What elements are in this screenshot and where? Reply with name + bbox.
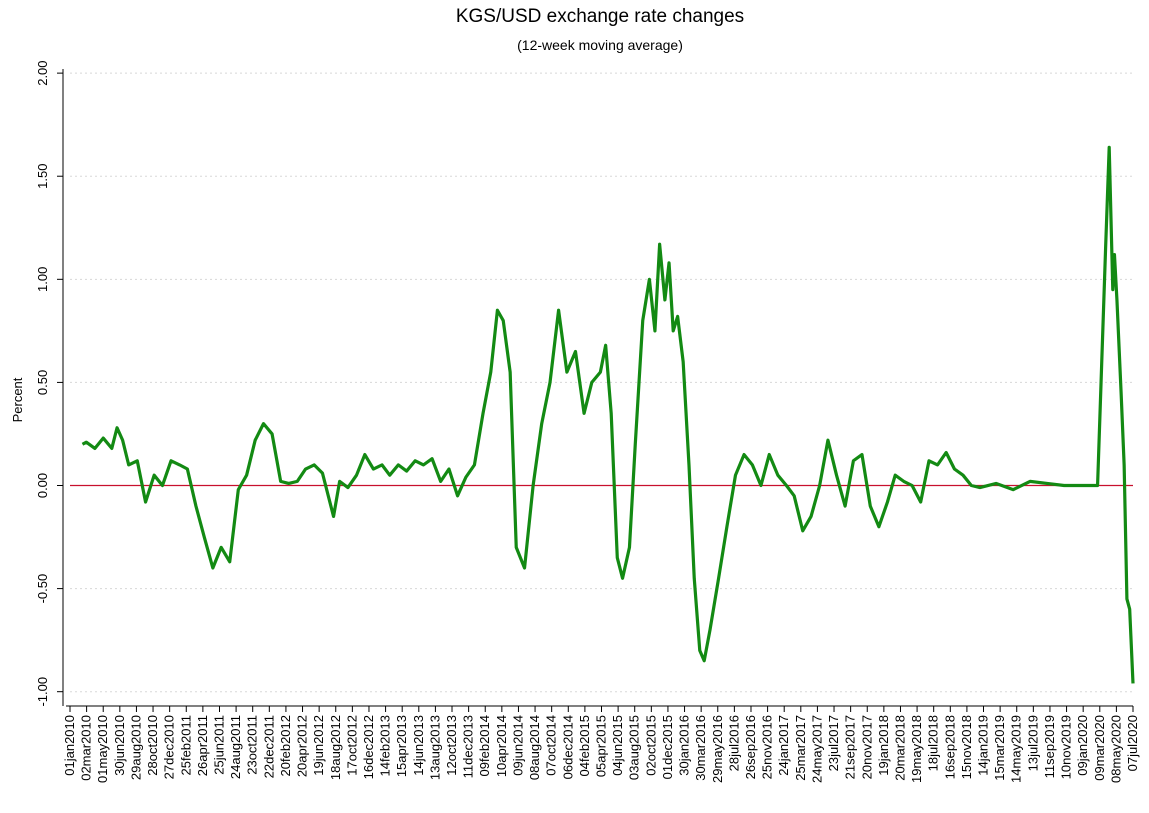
y-tick-label: 1.50 (35, 164, 50, 189)
x-tick-label: 14jan2019 (976, 715, 991, 776)
x-tick-label: 19jun2012 (311, 715, 326, 776)
y-tick-label: 1.00 (35, 267, 50, 292)
x-tick-label: 24jan2017 (776, 715, 791, 776)
x-tick-label: 29aug2010 (128, 715, 143, 780)
x-tick-label: 01may2010 (95, 715, 110, 783)
x-tick-label: 26apr2011 (195, 715, 210, 776)
y-tick-label: -1.00 (35, 677, 50, 707)
x-tick-label: 29may2016 (710, 715, 725, 783)
x-tick-label: 08aug2014 (527, 715, 542, 780)
x-tick-label: 19jan2018 (876, 715, 891, 776)
x-tick-label: 02oct2015 (643, 715, 658, 776)
x-tick-label: 05apr2015 (594, 715, 609, 777)
x-tick-label: 14feb2013 (378, 715, 393, 776)
x-tick-label: 22dec2011 (261, 715, 276, 778)
x-tick-label: 14jun2013 (411, 715, 426, 776)
x-tick-label: 30jan2016 (677, 715, 692, 776)
x-tick-label: 23jul2017 (826, 715, 841, 771)
x-tick-label: 13jul2019 (1025, 715, 1040, 771)
x-tick-label: 25feb2011 (178, 715, 193, 776)
x-tick-label: 03aug2015 (627, 715, 642, 780)
x-tick-label: 18jul2018 (926, 715, 941, 771)
x-tick-label: 15apr2013 (394, 715, 409, 777)
x-tick-label: 16dec2012 (361, 715, 376, 779)
x-tick-label: 28jul2016 (726, 715, 741, 771)
x-tick-label: 27dec2010 (162, 715, 177, 779)
x-tick-label: 10nov2019 (1059, 715, 1074, 779)
x-tick-label: 11dec2013 (461, 715, 476, 778)
x-tick-label: 09mar2020 (1092, 715, 1107, 781)
data-line (81, 145, 1135, 684)
x-tick-label: 16sep2018 (942, 715, 957, 779)
x-tick-label: 09feb2014 (477, 715, 492, 776)
x-tick-label: 25mar2017 (793, 715, 808, 781)
x-tick-label: 24aug2011 (228, 715, 243, 779)
x-tick-label: 10apr2014 (494, 715, 509, 777)
x-tick-label: 20nov2017 (859, 715, 874, 779)
y-tick-label: 0.00 (35, 473, 50, 498)
x-tick-label: 19may2018 (909, 715, 924, 783)
chart-title: KGS/USD exchange rate changes (456, 6, 744, 27)
x-tick-label: 25jun2011 (211, 715, 226, 775)
x-tick-label: 04jun2015 (610, 715, 625, 776)
x-tick-label: 06dec2014 (560, 715, 575, 779)
chart-subtitle: (12-week moving average) (517, 37, 683, 53)
x-tick-label: 07jul2020 (1125, 715, 1140, 771)
x-tick-label: 12oct2013 (444, 715, 459, 776)
x-tick-label: 14may2019 (1009, 715, 1024, 783)
x-tick-label: 07oct2014 (544, 715, 559, 776)
x-tick-label: 24may2017 (809, 715, 824, 783)
x-tick-label: 18aug2012 (328, 715, 343, 780)
x-tick-label: 20mar2018 (892, 715, 907, 781)
x-tick-label: 20feb2012 (278, 715, 293, 776)
x-tick-label: 23oct2011 (245, 715, 260, 775)
x-tick-label: 13aug2013 (427, 715, 442, 780)
x-tick-label: 28oct2010 (145, 715, 160, 776)
x-tick-label: 25nov2016 (760, 715, 775, 779)
x-tick-label: 04feb2015 (577, 715, 592, 776)
x-tick-label: 15nov2018 (959, 715, 974, 779)
x-tick-label: 08may2020 (1108, 715, 1123, 783)
y-axis-label: Percent (10, 377, 25, 422)
x-tick-label: 20apr2012 (295, 715, 310, 777)
x-tick-label: 15mar2019 (992, 715, 1007, 781)
x-tick-label: 11sep2019 (1042, 715, 1057, 778)
x-tick-label: 09jan2020 (1075, 715, 1090, 776)
x-tick-label: 01jan2010 (62, 715, 77, 776)
x-tick-label: 01dec2015 (660, 715, 675, 779)
x-tick-label: 30jun2010 (112, 715, 127, 776)
x-tick-label: 21sep2017 (843, 715, 858, 779)
x-tick-label: 02mar2010 (79, 715, 94, 781)
x-tick-label: 26sep2016 (743, 715, 758, 779)
y-tick-label: 0.50 (35, 370, 50, 395)
x-tick-label: 30mar2016 (693, 715, 708, 781)
y-tick-label: 2.00 (35, 60, 50, 85)
x-tick-label: 09jun2014 (510, 715, 525, 776)
x-tick-label: 17oct2012 (344, 715, 359, 776)
y-tick-label: -0.50 (35, 574, 50, 604)
